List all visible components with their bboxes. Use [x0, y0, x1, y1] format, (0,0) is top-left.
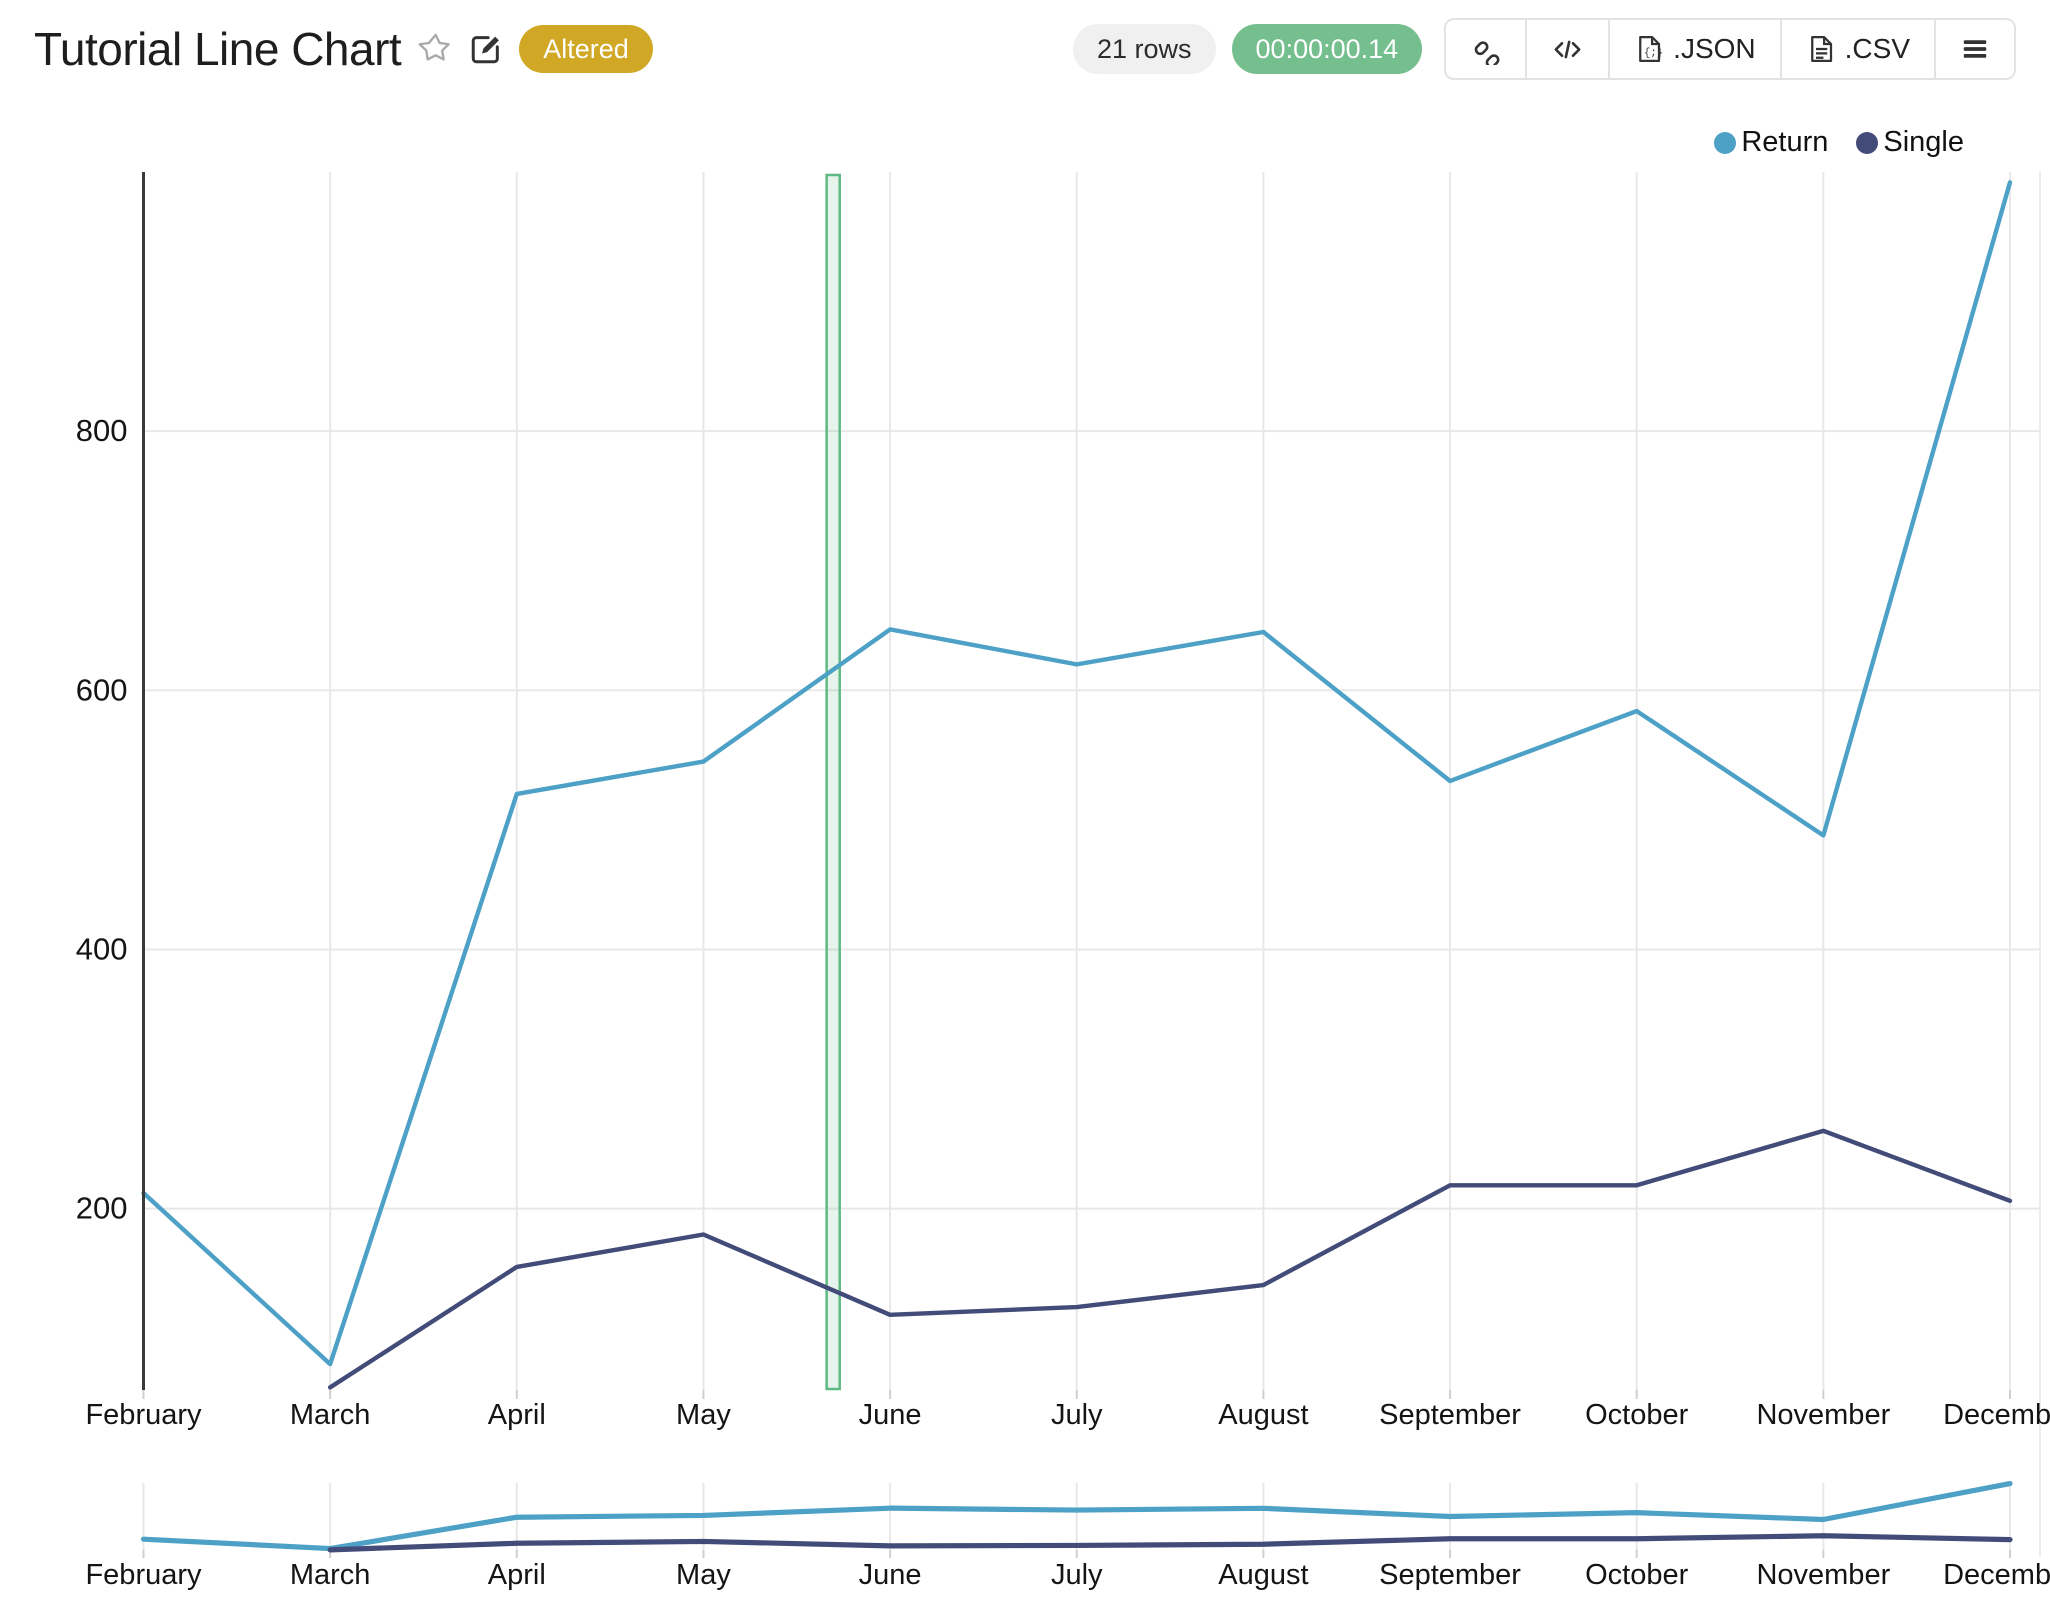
svg-text:April: April — [488, 1399, 546, 1431]
svg-text:May: May — [676, 1559, 731, 1591]
svg-text:{;}: {;} — [1644, 47, 1663, 59]
svg-text:June: June — [859, 1399, 922, 1431]
page-title: Tutorial Line Chart — [34, 23, 402, 75]
svg-text:June: June — [859, 1559, 922, 1591]
svg-text:September: September — [1379, 1559, 1521, 1591]
export-csv-button[interactable]: .CSV — [1779, 20, 1934, 78]
chart-legend: Return Single — [1714, 126, 1964, 159]
legend-item-single[interactable]: Single — [1856, 126, 1964, 159]
svg-text:August: August — [1218, 1399, 1308, 1431]
edit-title-icon[interactable] — [469, 32, 503, 66]
svg-text:March: March — [290, 1399, 371, 1431]
copy-link-button[interactable] — [1446, 20, 1525, 78]
svg-text:December: December — [1943, 1399, 2050, 1431]
svg-text:May: May — [676, 1399, 731, 1431]
return-series-label: Return — [1741, 126, 1829, 158]
export-json-button[interactable]: {;} .JSON — [1608, 20, 1779, 78]
svg-text:July: July — [1051, 1399, 1103, 1431]
svg-text:600: 600 — [76, 672, 128, 707]
svg-text:February: February — [85, 1559, 202, 1591]
single-series-label: Single — [1883, 126, 1964, 158]
export-toolbar: {;} .JSON .CSV — [1444, 18, 2016, 80]
legend-item-return[interactable]: Return — [1714, 126, 1828, 159]
svg-text:August: August — [1218, 1559, 1308, 1591]
return-series-dot — [1714, 131, 1737, 154]
export-csv-label: .CSV — [1844, 33, 1910, 64]
svg-text:200: 200 — [76, 1191, 128, 1226]
svg-text:800: 800 — [76, 413, 128, 448]
favorite-star-icon[interactable] — [417, 31, 453, 67]
svg-text:March: March — [290, 1559, 371, 1591]
svg-text:November: November — [1756, 1399, 1890, 1431]
svg-text:October: October — [1585, 1559, 1688, 1591]
svg-text:February: February — [85, 1399, 202, 1431]
svg-text:400: 400 — [76, 931, 128, 966]
embed-code-button[interactable] — [1525, 20, 1608, 78]
svg-text:July: July — [1051, 1559, 1103, 1591]
svg-text:December: December — [1943, 1559, 2050, 1591]
svg-text:September: September — [1379, 1399, 1521, 1431]
altered-badge[interactable]: Altered — [519, 24, 653, 74]
chart-menu-button[interactable] — [1934, 20, 2014, 78]
svg-text:October: October — [1585, 1399, 1688, 1431]
svg-text:April: April — [488, 1559, 546, 1591]
svg-text:November: November — [1756, 1559, 1890, 1591]
export-json-label: .JSON — [1673, 33, 1756, 64]
chart-header: Tutorial Line Chart Altered 21 rows 00:0… — [0, 0, 2050, 84]
query-timer-badge: 00:00:00.14 — [1231, 23, 1423, 75]
row-count-badge: 21 rows — [1072, 23, 1216, 75]
single-series-dot — [1856, 131, 1879, 154]
